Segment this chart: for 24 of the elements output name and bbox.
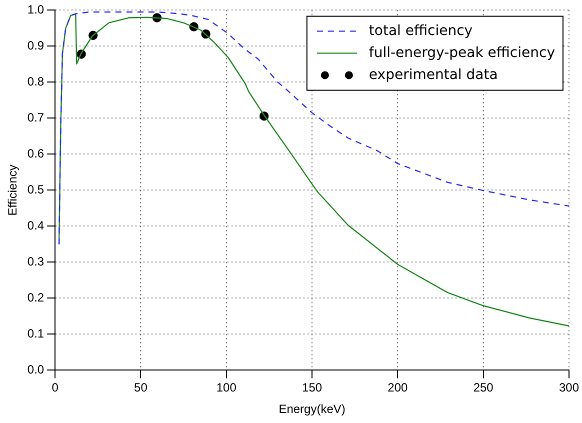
y-tick-label: 0.1 (27, 326, 44, 341)
y-tick-label: 0.8 (27, 74, 44, 89)
x-tick-label: 200 (388, 380, 408, 395)
x-tick-label: 50 (134, 380, 148, 395)
y-axis-title: Efficiency (6, 164, 20, 216)
y-tick-label: 0.0 (27, 362, 44, 377)
x-axis-title: Energy(keV) (278, 402, 346, 416)
y-tick-label: 0.3 (27, 254, 44, 269)
x-tick-label: 250 (473, 380, 494, 395)
x-tick-label: 300 (558, 380, 580, 395)
y-tick-label: 0.7 (27, 110, 44, 125)
x-tick-label: 100 (216, 380, 237, 395)
x-tick-label: 150 (302, 380, 322, 395)
y-tick-label: 0.5 (27, 182, 44, 197)
y-tick-label: 0.2 (27, 290, 44, 305)
y-tick-label: 1.0 (27, 2, 44, 17)
y-tick-label: 0.6 (27, 146, 44, 161)
y-tick-label: 0.4 (27, 218, 44, 233)
legend-label: full-energy-peak efficiency (368, 44, 555, 61)
legend-label: experimental data (368, 66, 498, 83)
line-series (58, 11, 569, 245)
x-tick-label: 0 (52, 380, 59, 395)
y-tick-label: 0.9 (27, 38, 44, 53)
legend-label: total efficiency (368, 22, 473, 39)
